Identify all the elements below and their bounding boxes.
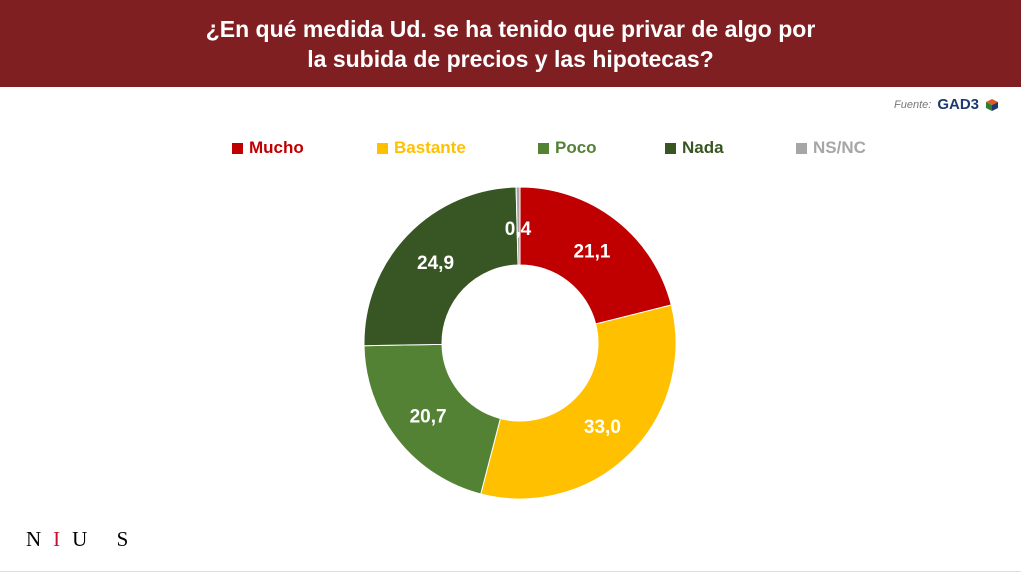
nius-logo: NIU S [26,527,140,552]
legend: Mucho Bastante Poco Nada NS/NC [0,138,1021,158]
legend-item-mucho: Mucho [232,138,304,158]
source-label: Fuente: [894,98,932,111]
legend-swatch [232,142,243,154]
gad3-logo: GAD3 [937,96,979,113]
chart-title: ¿En qué medida Ud. se ha tenido que priv… [0,0,1021,87]
legend-swatch [377,142,388,154]
logo-i: I [53,527,73,551]
slice-ns-nc [515,186,521,266]
slice-nada [363,186,519,347]
legend-label: NS/NC [813,138,866,157]
legend-item-bastante: Bastante [377,138,466,158]
legend-swatch [665,142,676,154]
logo-n: N [26,527,54,551]
legend-swatch [796,142,807,154]
legend-item-poco: Poco [538,138,597,158]
legend-swatch [538,142,549,154]
data-label: 24,9 [417,253,454,274]
title-line-2: la subida de precios y las hipotecas? [307,45,714,72]
slice-poco [363,343,501,495]
data-label: 0,4 [505,219,532,240]
data-label: 20,7 [410,406,447,427]
title-line-1: ¿En qué medida Ud. se ha tenido que priv… [205,15,816,42]
slice-bastante [480,304,677,500]
legend-label: Nada [682,138,724,157]
cube-icon [986,98,998,111]
legend-label: Bastante [394,138,466,157]
legend-label: Mucho [249,138,304,157]
legend-item-nada: Nada [665,138,724,158]
legend-label: Poco [555,138,597,157]
data-label: 21,1 [573,242,610,263]
logo-us: U S [72,527,141,551]
footer-divider [0,571,1021,572]
legend-item-ns-nc: NS/NC [796,138,866,158]
source: Fuente: GAD3 [894,96,999,113]
data-label: 33,0 [584,417,621,438]
slice-mucho [519,186,672,325]
